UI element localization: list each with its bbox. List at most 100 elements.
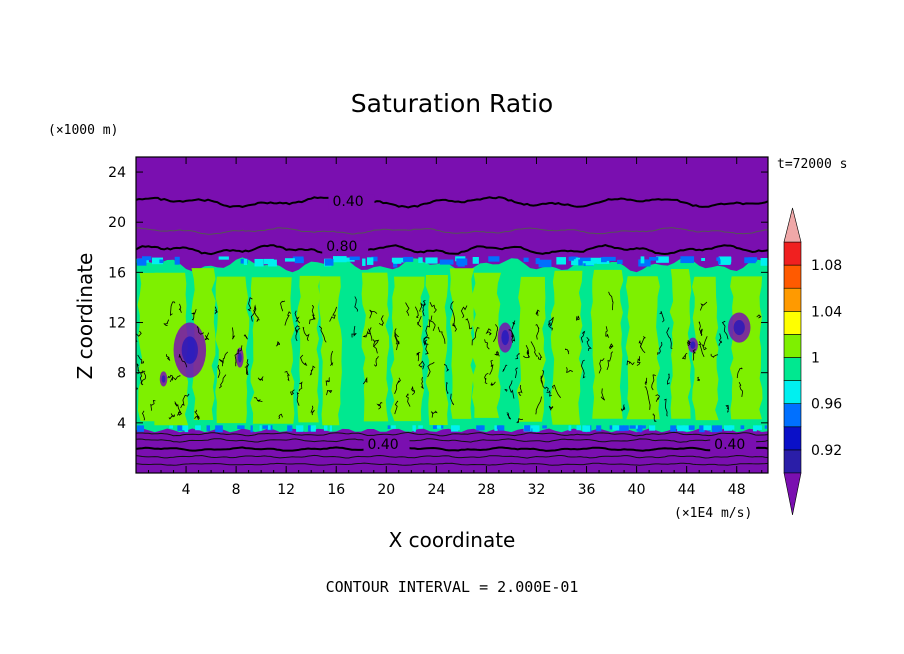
bottom-fringe-cell (329, 425, 332, 432)
small-contour (362, 376, 368, 385)
top-fringe-cell (418, 257, 423, 263)
small-contour (405, 302, 410, 316)
updraft-plume (729, 276, 763, 420)
small-contour (540, 370, 545, 384)
small-contour (196, 326, 205, 335)
colorbar-segment (783, 449, 802, 474)
small-contour (416, 352, 421, 362)
small-contour (418, 360, 425, 370)
updraft-plume (692, 276, 719, 421)
small-contour (166, 354, 171, 361)
top-fringe-cell (218, 256, 229, 260)
small-contour (540, 377, 549, 392)
small-contour (394, 400, 399, 415)
small-contour (422, 300, 426, 317)
colorbar-segment (783, 426, 802, 451)
bottom-fringe-cell (323, 425, 328, 431)
small-contour (351, 325, 357, 338)
small-contour (493, 324, 498, 343)
small-contour (465, 318, 473, 330)
small-contour (698, 321, 702, 336)
small-contour (655, 394, 660, 402)
top-fringe-cell (366, 257, 374, 265)
bottom-fringe-cell (494, 425, 498, 431)
small-contour (290, 389, 295, 396)
small-contour (738, 382, 744, 397)
small-contour (163, 319, 170, 327)
updraft-plume (425, 275, 449, 425)
top-fringe-cell (142, 256, 152, 261)
time-label: t=72000 s (777, 157, 847, 172)
small-contour (419, 302, 427, 312)
x-tick-label: 16 (327, 482, 345, 498)
y-unit-label: (×1000 m) (48, 123, 118, 138)
contour-lower-b (136, 438, 768, 443)
small-contour (140, 370, 147, 386)
small-contour (425, 319, 431, 338)
small-contour (169, 301, 176, 317)
small-contour (294, 310, 301, 324)
bottom-fringe-cell (237, 425, 245, 429)
updraft-plume (471, 272, 502, 418)
contour-interval-footer: CONTOUR INTERVAL = 2.000E-01 (326, 578, 579, 596)
contour-label-bg (363, 438, 410, 454)
small-contour (246, 359, 249, 375)
bottom-fringe-cell (753, 425, 757, 432)
updraft-plume (625, 276, 660, 420)
small-contour (136, 387, 139, 391)
bottom-fringe-cell (308, 425, 311, 432)
bottom-fringe-cell (169, 425, 174, 429)
small-contour (511, 320, 516, 330)
small-contour (504, 389, 508, 392)
small-contour (666, 373, 671, 385)
small-contour (250, 304, 257, 322)
top-fringe-cell (535, 258, 540, 265)
small-contour (659, 311, 665, 323)
small-contour (586, 336, 592, 351)
small-contour (640, 336, 646, 354)
small-contour (502, 364, 508, 373)
small-contour (515, 353, 520, 360)
top-fringe-cell (333, 256, 347, 263)
small-contour (725, 404, 729, 413)
bottom-fringe-cell (703, 425, 712, 431)
contour-label-bg (322, 240, 369, 256)
small-contour (652, 413, 657, 423)
small-contour (180, 393, 190, 409)
small-contour (396, 340, 400, 351)
chart-title: Saturation Ratio (351, 89, 553, 118)
small-contour (576, 315, 580, 321)
bottom-fringe-cell (688, 425, 695, 430)
colorbar-segment (783, 310, 802, 335)
bottom-fringe-cell (259, 425, 262, 431)
bottom-fringe-cell (740, 425, 745, 430)
small-contour (490, 381, 496, 386)
x-axis-ticks: 4 8 12 16 20 24 28 32 36 40 44 48 (148, 157, 763, 498)
bottom-fringe-cell (649, 425, 656, 431)
top-fringe-cell (349, 256, 360, 261)
contour-label-bg (710, 438, 757, 454)
bottom-fringe-cell (215, 425, 223, 433)
bottom-fringe-cell (432, 425, 439, 429)
small-contour (699, 301, 708, 311)
x-unit-label: (×1E4 m/s) (674, 506, 752, 521)
small-contour (194, 409, 199, 420)
bottom-fringe-cell (530, 425, 538, 429)
contour-0.40-lower (136, 446, 768, 452)
small-contour (565, 348, 570, 355)
top-fringe-cell (578, 259, 583, 266)
bottom-fringe-cell (177, 425, 181, 430)
bottom-fringe-cell (724, 425, 732, 431)
small-contour (234, 352, 239, 367)
small-contour (309, 365, 316, 376)
bottom-fringe-cell (296, 425, 304, 432)
small-contour (605, 326, 609, 338)
top-fringe-cell (701, 257, 706, 261)
small-contour (626, 360, 635, 366)
small-contour (552, 384, 561, 399)
x-tick-label: 48 (728, 482, 746, 498)
small-contour (516, 418, 523, 424)
top-fringe-cell (324, 259, 334, 266)
small-contour (484, 372, 489, 384)
small-contour (217, 364, 221, 378)
